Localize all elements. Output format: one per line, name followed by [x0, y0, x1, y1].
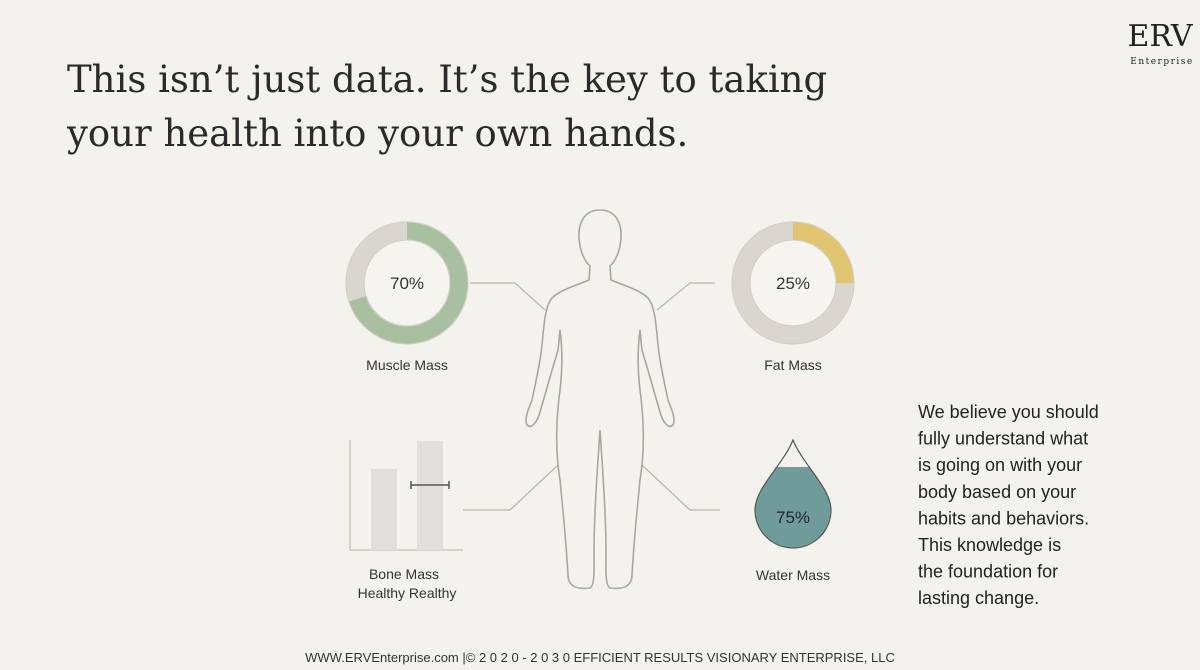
bone-label: Bone Mass	[369, 566, 439, 582]
paragraph-line: body based on your	[918, 482, 1076, 502]
paragraph-line: is going on with your	[918, 455, 1082, 475]
bar	[417, 441, 443, 550]
drop-outline	[754, 438, 832, 549]
footer: WWW.ERVEnterprise.com |© 2 0 2 0 - 2 0 3…	[305, 650, 895, 665]
connector	[641, 464, 720, 511]
paragraph: We believe you should fully understand wh…	[918, 402, 1099, 608]
donut-inner	[363, 239, 451, 327]
logo-mark: ERV	[1127, 19, 1193, 54]
paragraph-line: lasting change.	[918, 588, 1039, 608]
body-outline	[525, 209, 675, 590]
heading-line: This isn’t just data. It’s the key to ta…	[67, 58, 827, 101]
paragraph-line: fully understand what	[918, 429, 1088, 449]
paragraph-line: We believe you should	[918, 402, 1099, 422]
paragraph-line: This knowledge is	[918, 535, 1061, 555]
donut-arc	[346, 222, 468, 344]
connector	[470, 282, 546, 311]
donut-outer	[731, 221, 855, 345]
bar	[371, 469, 397, 550]
donut-value: 25%	[776, 274, 810, 293]
bone-chart	[349, 440, 463, 551]
metric-label: Muscle Mass	[366, 357, 448, 373]
connector	[463, 464, 559, 511]
bone-label: Healthy Realthy	[358, 585, 457, 601]
connector	[656, 282, 715, 311]
donut-arc	[732, 222, 854, 344]
logo-name: Enterprise	[1130, 57, 1194, 67]
error-bar	[410, 481, 450, 489]
connectors	[463, 282, 720, 511]
metric-label: Fat Mass	[764, 357, 822, 373]
metric-label: Water Mass	[756, 567, 830, 583]
donut-outer	[345, 221, 469, 345]
donut-inner	[749, 239, 837, 327]
heading-line: your health into your own hands.	[66, 112, 688, 155]
water-value: 75%	[776, 508, 810, 527]
paragraph-line: habits and behaviors.	[918, 508, 1089, 528]
donut-value: 70%	[390, 274, 424, 293]
paragraph-line: the foundation for	[918, 562, 1058, 582]
